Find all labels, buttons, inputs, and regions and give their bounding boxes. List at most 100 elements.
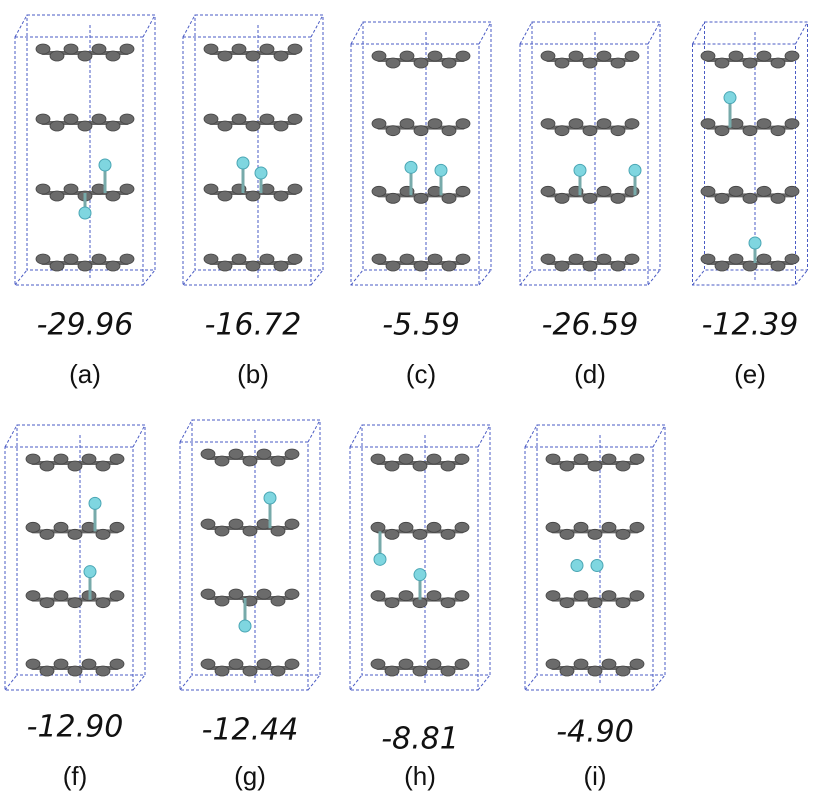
carbon-atom: [569, 254, 583, 264]
carbon-atom: [560, 529, 574, 539]
carbon-atom: [715, 193, 729, 203]
carbon-atom: [257, 589, 271, 599]
carbon-atom: [243, 666, 257, 676]
carbon-atom: [372, 254, 386, 264]
carbon-atom: [106, 51, 120, 61]
carbon-atom: [229, 659, 243, 669]
carbon-atom: [54, 591, 68, 601]
carbon-atom: [274, 261, 288, 271]
carbon-atom: [229, 449, 243, 459]
fluorine-atom: [414, 569, 426, 581]
structure: [351, 22, 491, 285]
cell-edge: [653, 425, 665, 447]
cell-edge: [133, 675, 145, 690]
carbon-atom: [588, 666, 602, 676]
carbon-atom: [204, 114, 218, 124]
fluorine-atom: [574, 164, 586, 176]
cell-edge: [478, 675, 490, 690]
carbon-atom: [456, 51, 470, 61]
carbon-atom: [611, 126, 625, 136]
carbon-atom: [785, 51, 799, 61]
energy-value: -16.72: [205, 308, 302, 343]
carbon-atom: [26, 591, 40, 601]
carbon-atom: [630, 454, 644, 464]
carbon-atom: [560, 461, 574, 471]
carbon-atom: [288, 254, 302, 264]
carbon-atom: [204, 44, 218, 54]
carbon-atom: [386, 261, 400, 271]
carbon-atom: [413, 461, 427, 471]
carbon-atom: [40, 598, 54, 608]
fluorine-atom: [435, 164, 447, 176]
carbon-atom: [588, 529, 602, 539]
carbon-atom: [232, 114, 246, 124]
carbon-atom: [40, 666, 54, 676]
carbon-atom: [372, 186, 386, 196]
panel-label: (f): [63, 761, 88, 791]
carbon-atom: [602, 659, 616, 669]
carbon-atom: [54, 659, 68, 669]
carbon-atom: [442, 261, 456, 271]
carbon-atom: [441, 529, 455, 539]
cell-edge: [350, 675, 362, 690]
cell-front: [180, 442, 308, 690]
cell-edge: [15, 270, 27, 285]
energy-value: -12.44: [202, 713, 299, 748]
cell-edge: [308, 420, 320, 442]
carbon-atom: [218, 191, 232, 201]
carbon-atom: [630, 522, 644, 532]
carbon-atom: [40, 461, 54, 471]
fluorine-atom: [89, 497, 101, 509]
carbon-atom: [428, 51, 442, 61]
carbon-atom: [743, 126, 757, 136]
carbon-atom: [229, 589, 243, 599]
carbon-atom: [785, 254, 799, 264]
carbon-atom: [625, 119, 639, 129]
cell-edge: [525, 675, 537, 690]
carbon-atom: [120, 44, 134, 54]
fluorine-atom: [84, 566, 96, 578]
carbon-atom: [120, 114, 134, 124]
carbon-atom: [271, 456, 285, 466]
carbon-atom: [260, 44, 274, 54]
cell-edge: [180, 675, 192, 690]
structure: [15, 15, 155, 285]
carbon-atom: [611, 58, 625, 68]
carbon-atom: [569, 119, 583, 129]
carbon-atom: [78, 51, 92, 61]
carbon-atom: [271, 666, 285, 676]
carbon-atom: [456, 119, 470, 129]
carbon-atom: [625, 186, 639, 196]
carbon-atom: [399, 522, 413, 532]
carbon-atom: [274, 51, 288, 61]
panel-label: (i): [583, 761, 606, 791]
carbon-atom: [215, 596, 229, 606]
carbon-atom: [110, 591, 124, 601]
carbon-atom: [68, 666, 82, 676]
fluorine-atom: [239, 620, 251, 632]
structure: [350, 425, 490, 690]
cell-edge: [5, 675, 17, 690]
carbon-atom: [288, 114, 302, 124]
carbon-atom: [399, 591, 413, 601]
carbon-atom: [64, 114, 78, 124]
cell-edge: [653, 675, 665, 690]
carbon-atom: [729, 186, 743, 196]
carbon-atom: [120, 254, 134, 264]
cell-edge: [350, 425, 362, 447]
carbon-atom: [68, 461, 82, 471]
cell-edge: [351, 22, 363, 44]
carbon-atom: [569, 51, 583, 61]
carbon-atom: [372, 51, 386, 61]
carbon-atom: [36, 184, 50, 194]
carbon-atom: [106, 191, 120, 201]
carbon-atom: [68, 598, 82, 608]
carbon-atom: [50, 121, 64, 131]
fluorine-atom: [255, 167, 267, 179]
carbon-atom: [541, 254, 555, 264]
carbon-atom: [771, 193, 785, 203]
cell-edge: [479, 270, 491, 285]
carbon-atom: [201, 589, 215, 599]
carbon-atom: [630, 659, 644, 669]
carbon-atom: [68, 529, 82, 539]
